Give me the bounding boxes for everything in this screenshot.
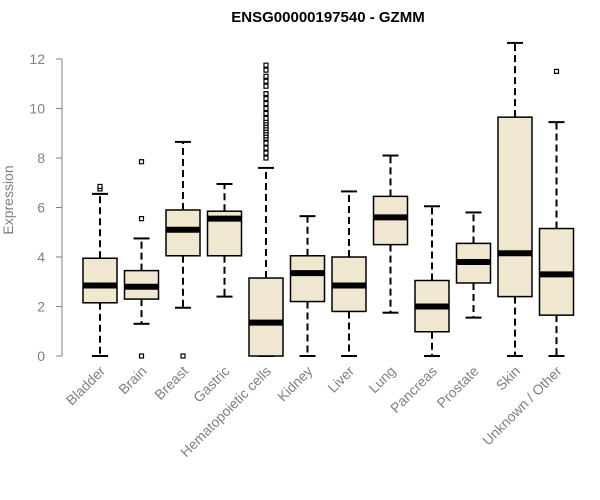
outlier-point [263,150,269,156]
y-tick-label: 2 [37,299,45,315]
y-axis: 0 2 4 6 8 10 12 [29,51,63,364]
outlier-point [263,91,269,97]
box-liver [331,190,367,357]
outlier-point [263,67,269,73]
outlier-point [263,115,269,122]
y-tick-label: 8 [37,150,45,166]
box-skin [497,41,533,357]
outlier-point [263,83,269,89]
outlier-point [263,73,269,79]
box-kidney [289,215,326,357]
y-tick-label: 10 [29,101,45,117]
outlier-point [180,353,186,359]
outlier-point [553,68,560,74]
outlier-point [263,105,269,112]
y-tick-label: 4 [37,249,45,265]
box-lung [372,154,409,314]
x-category-label: Bladder [63,363,109,409]
outlier-point [263,155,269,161]
y-axis-label: Expression [0,165,16,234]
outlier-point [263,78,269,84]
iqr-box [497,116,533,298]
outlier-point [263,95,269,102]
iqr-box [248,277,284,357]
outlier-point [263,110,269,117]
outlier-point [138,159,145,165]
x-category-label: Lung [365,363,398,396]
outlier-point [97,183,103,190]
x-category-label: Brain [115,363,149,397]
outlier-point [263,145,269,151]
x-category-label: Skin [493,363,524,394]
box-pancreas [414,205,450,357]
y-tick-label: 12 [29,51,45,67]
box-prostate [455,211,492,319]
x-category-label: Kidney [274,363,316,405]
box-bladder [82,183,118,357]
x-category-label: Liver [324,363,357,396]
outlier-point [263,140,269,146]
iqr-box [82,257,118,304]
outlier-point [263,62,269,68]
boxes [82,41,575,359]
iqr-box [165,209,201,257]
x-category-label: Unknown / Other [479,363,565,449]
x-category-label: Prostate [433,363,481,411]
box-breast [165,140,201,359]
iqr-box [372,195,409,246]
iqr-box [289,255,326,303]
x-category-label: Breast [151,363,191,403]
box-brain [123,159,160,359]
box-hematopoietic-cells [248,62,284,357]
box-gastric [206,182,243,298]
box-unknown-other [538,68,575,357]
y-tick-label: 0 [37,348,45,364]
outlier-point [138,216,145,222]
outlier-point [263,100,269,107]
chart-title: ENSG00000197540 - GZMM [231,9,424,26]
outlier-point [138,353,145,359]
y-tick-label: 6 [37,200,45,216]
